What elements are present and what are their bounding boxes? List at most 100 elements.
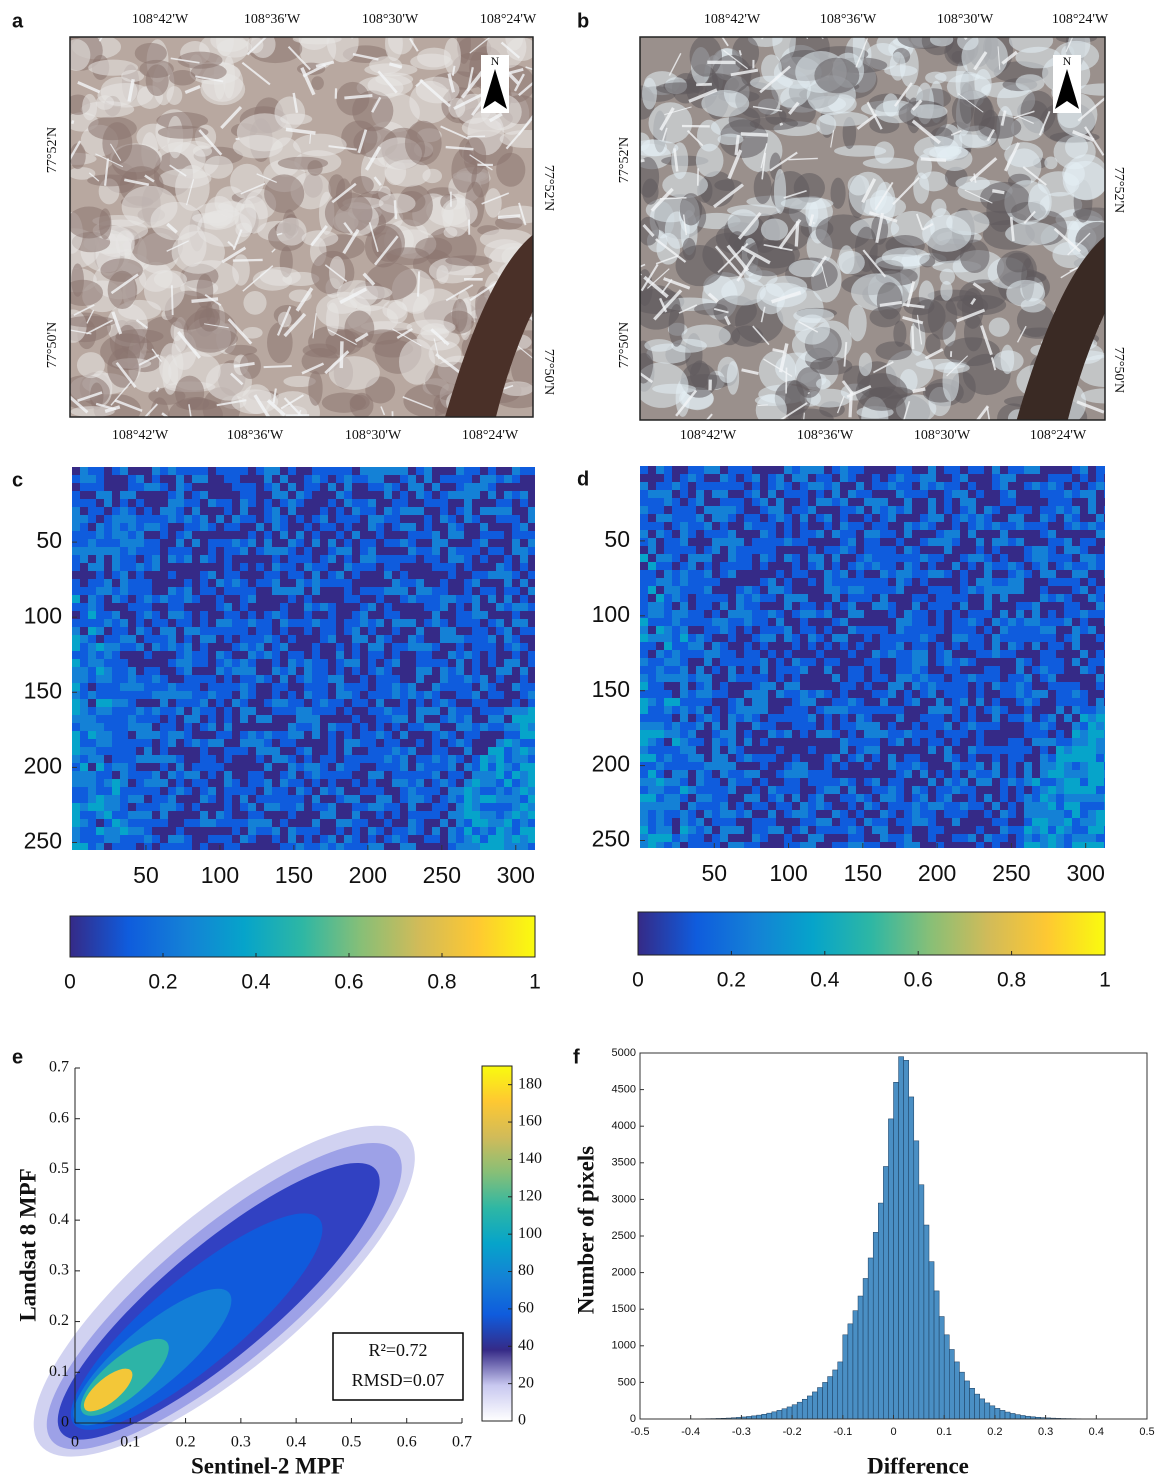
heatmap-cell <box>416 787 424 795</box>
heatmap-cell <box>944 570 952 578</box>
heatmap-cell <box>288 507 296 515</box>
heatmap-cell <box>368 835 376 843</box>
heatmap-cell <box>120 803 128 811</box>
heatmap-cell <box>120 763 128 771</box>
heatmap-cell <box>88 683 96 691</box>
heatmap-cell <box>912 570 920 578</box>
heatmap-cell <box>896 522 904 530</box>
heatmap-cell <box>104 787 112 795</box>
terrain-patch <box>856 373 908 411</box>
heatmap-cell <box>904 530 912 538</box>
heatmap-cell <box>1048 554 1056 562</box>
heatmap-cell <box>456 747 464 755</box>
heatmap-cell <box>288 763 296 771</box>
heatmap-cell <box>1032 530 1040 538</box>
heatmap-cell <box>256 771 264 779</box>
heatmap-cell <box>944 554 952 562</box>
heatmap-cell <box>392 523 400 531</box>
terrain-patch <box>814 58 859 94</box>
heatmap-cell <box>1104 474 1105 482</box>
heatmap-cell <box>376 603 384 611</box>
heatmap-cell <box>912 546 920 554</box>
heatmap-cell <box>136 467 144 475</box>
heatmap-cell <box>1008 546 1016 554</box>
heatmap-cell <box>288 739 296 747</box>
heatmap-cell <box>400 619 408 627</box>
heatmap-cell <box>344 555 352 563</box>
heatmap-cell <box>504 635 512 643</box>
heatmap-cell <box>408 731 416 739</box>
heatmap-cell <box>352 555 360 563</box>
heatmap-cell <box>272 747 280 755</box>
terrain-patch <box>405 121 442 165</box>
heatmap-cell <box>720 498 728 506</box>
heatmap-cell <box>528 523 535 531</box>
heatmap-cell <box>176 627 184 635</box>
heatmap-cell <box>408 699 416 707</box>
heatmap-cell <box>392 587 400 595</box>
heatmap-cell <box>688 490 696 498</box>
heatmap-cell <box>344 747 352 755</box>
heatmap-cell <box>472 795 480 803</box>
colorbar-tick-label: 0 <box>64 971 76 994</box>
heatmap-cell <box>344 835 352 843</box>
heatmap-cell <box>704 514 712 522</box>
heatmap-cell <box>1056 530 1064 538</box>
terrain-patch <box>863 158 914 169</box>
heatmap-cell <box>320 603 328 611</box>
heatmap-cell <box>1056 570 1064 578</box>
heatmap-cell <box>376 699 384 707</box>
heatmap-cell <box>264 651 272 659</box>
heatmap-cell <box>376 795 384 803</box>
heatmap-cell <box>392 483 400 491</box>
heatmap-cell <box>480 843 488 850</box>
heatmap-cell <box>1056 474 1064 482</box>
heatmap-cell <box>368 563 376 571</box>
heatmap-cell <box>192 819 200 827</box>
heatmap-cell <box>136 707 144 715</box>
heatmap-cell <box>328 515 336 523</box>
heatmap-cell <box>232 475 240 483</box>
heatmap-cell <box>504 811 512 819</box>
heatmap-cell <box>752 466 760 474</box>
heatmap-cell <box>88 771 96 779</box>
heatmap-cell <box>384 787 392 795</box>
heatmap-cell <box>224 691 232 699</box>
heatmap-cell <box>968 586 976 594</box>
heatmap-cell <box>1032 514 1040 522</box>
heatmap-cell <box>720 482 728 490</box>
heatmap-cell <box>112 515 120 523</box>
heatmap-cell <box>272 827 280 835</box>
heatmap-cell <box>1024 578 1032 586</box>
heatmap-cell <box>184 611 192 619</box>
heatmap-cell <box>480 475 488 483</box>
heatmap-cell <box>208 699 216 707</box>
heatmap-cell <box>784 530 792 538</box>
heatmap-cell <box>680 586 688 594</box>
heatmap-cell <box>248 571 256 579</box>
heatmap-cell <box>296 667 304 675</box>
heatmap-cell <box>288 563 296 571</box>
heatmap-cell <box>688 506 696 514</box>
heatmap-cell <box>440 739 448 747</box>
heatmap-cell <box>96 691 104 699</box>
heatmap-cell <box>168 739 176 747</box>
heatmap-cell <box>272 819 280 827</box>
heatmap-cell <box>888 570 896 578</box>
heatmap-cell <box>88 675 96 683</box>
heatmap-cell <box>96 467 104 475</box>
heatmap-cell <box>72 507 80 515</box>
heatmap-cell <box>432 611 440 619</box>
heatmap-cell <box>920 490 928 498</box>
heatmap-cell <box>528 571 535 579</box>
heatmap-cell <box>112 763 120 771</box>
heatmap-cell <box>112 563 120 571</box>
heatmap-cell <box>136 731 144 739</box>
heatmap-cell <box>1064 522 1072 530</box>
heatmap-cell <box>312 483 320 491</box>
heatmap-cell <box>1040 514 1048 522</box>
heatmap-cell <box>352 811 360 819</box>
heatmap-cell <box>912 522 920 530</box>
heatmap-cell <box>328 811 336 819</box>
heatmap-cell <box>528 771 535 779</box>
